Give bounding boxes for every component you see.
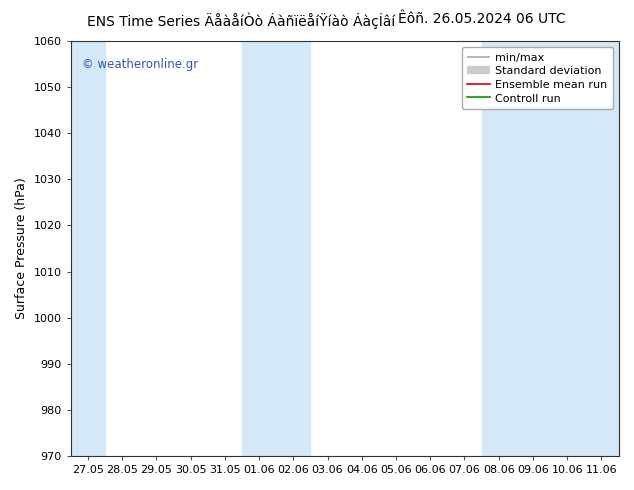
Bar <box>242 41 276 456</box>
Text: Êôñ. 26.05.2024 06 UTC: Êôñ. 26.05.2024 06 UTC <box>398 12 566 26</box>
Bar <box>550 41 585 456</box>
Bar <box>516 41 550 456</box>
Text: ENS Time Series ÄåàåíÒò ÁàñïëåíŸíàò ÁàçÍâí: ENS Time Series ÄåàåíÒò ÁàñïëåíŸíàò ÁàçÍ… <box>87 12 395 29</box>
Bar <box>585 41 619 456</box>
Legend: min/max, Standard deviation, Ensemble mean run, Controll run: min/max, Standard deviation, Ensemble me… <box>462 47 613 109</box>
Bar <box>276 41 311 456</box>
Bar <box>71 41 105 456</box>
Y-axis label: Surface Pressure (hPa): Surface Pressure (hPa) <box>15 178 28 319</box>
Bar <box>482 41 516 456</box>
Text: © weatheronline.gr: © weatheronline.gr <box>82 58 198 71</box>
